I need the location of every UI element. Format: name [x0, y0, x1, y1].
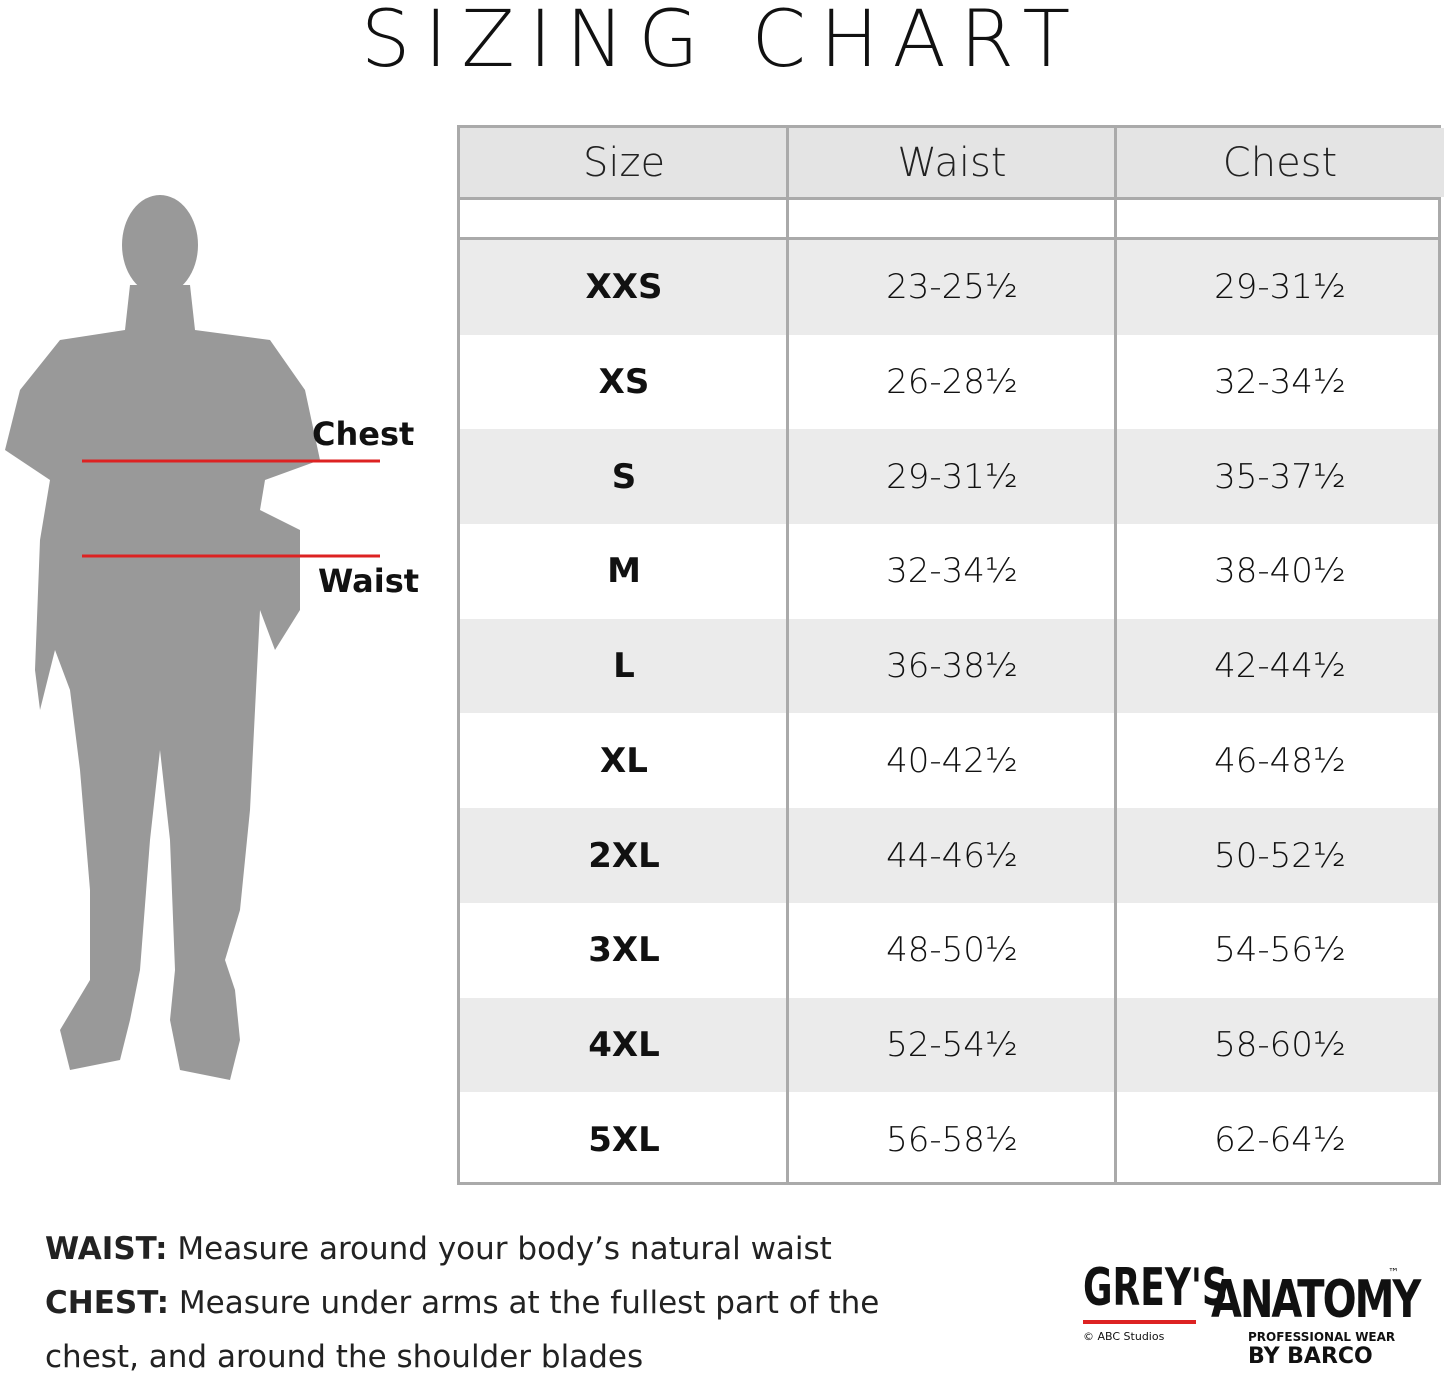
measure-cell: 48-50½ [886, 930, 1018, 971]
measure-cell: 56-58½ [886, 1119, 1018, 1160]
logo-maker: BY BARCO [1248, 1344, 1373, 1369]
note-text: Measure around your body’s natural waist [177, 1231, 832, 1267]
column-header: Waist [788, 128, 1116, 197]
column-border [786, 128, 789, 1182]
row-border [460, 197, 1438, 200]
size-cell: XL [600, 740, 648, 781]
measure-cell: 38-40½ [1214, 551, 1346, 592]
column-header: Size [460, 128, 788, 197]
column-border [1114, 128, 1117, 1182]
measure-cell: 58-60½ [1214, 1024, 1346, 1065]
row-bg [460, 429, 1438, 525]
measure-cell: 40-42½ [886, 740, 1018, 781]
measure-cell: 32-34½ [886, 551, 1018, 592]
measure-cell: 54-56½ [1214, 930, 1346, 971]
size-table: Size Waist Chest XXS 23-25½ 29-31½ XS 26-28½ 32-… [457, 125, 1444, 1185]
measure-cell: 52-54½ [886, 1024, 1018, 1065]
note-label: CHEST: [45, 1285, 170, 1321]
measure-cell: 23-25½ [886, 267, 1018, 308]
logo-copyright: © ABC Studios [1083, 1330, 1165, 1343]
size-cell: 5XL [588, 1119, 660, 1160]
measure-cell: 35-37½ [1214, 456, 1346, 497]
logo-tm: ™ [1388, 1266, 1399, 1279]
size-cell: 3XL [588, 930, 660, 971]
logo-brand: GREY'S [1083, 1258, 1228, 1318]
waist-note: WAIST: Measure around your body’s natura… [45, 1222, 925, 1276]
size-cell: XS [598, 362, 650, 403]
logo: GREY'S ANATOMY ™ © ABC Studios PROFESSIO… [1083, 1258, 1421, 1373]
measure-cell: 29-31½ [886, 456, 1018, 497]
size-cell: XXS [585, 267, 663, 308]
column-header: Chest [1116, 128, 1444, 197]
size-cell: L [613, 646, 635, 687]
measure-cell: 62-64½ [1214, 1119, 1346, 1160]
logo-brand: ANATOMY [1211, 1270, 1421, 1330]
size-cell: 2XL [588, 835, 660, 876]
note-label: WAIST: [45, 1231, 168, 1267]
chest-note: CHEST: Measure under arms at the fullest… [45, 1276, 915, 1384]
row-bg [460, 997, 1438, 1093]
size-cell: M [607, 551, 641, 592]
size-cell: S [611, 456, 637, 497]
row-bg [460, 808, 1438, 903]
measure-cell: 26-28½ [886, 362, 1018, 403]
measure-cell: 46-48½ [1214, 740, 1346, 781]
chest-label: Chest [312, 415, 415, 453]
row-bg [460, 240, 1438, 335]
row-bg [460, 618, 1438, 714]
measure-cell: 44-46½ [886, 835, 1018, 876]
logo-tagline: PROFESSIONAL WEAR [1248, 1330, 1396, 1344]
measure-cell: 50-52½ [1214, 835, 1346, 876]
note-text: Measure under arms at the fullest part o… [45, 1285, 880, 1375]
waist-label: Waist [318, 562, 420, 600]
measure-cell: 29-31½ [1214, 267, 1346, 308]
measure-cell: 32-34½ [1214, 362, 1346, 403]
size-cell: 4XL [588, 1024, 660, 1065]
measure-cell: 42-44½ [1214, 646, 1346, 687]
silhouette [5, 195, 380, 1080]
measure-cell: 36-38½ [886, 646, 1018, 687]
logo-bar [1083, 1320, 1196, 1324]
row-border [460, 237, 1438, 240]
title: SIZING CHART [360, 0, 1085, 85]
